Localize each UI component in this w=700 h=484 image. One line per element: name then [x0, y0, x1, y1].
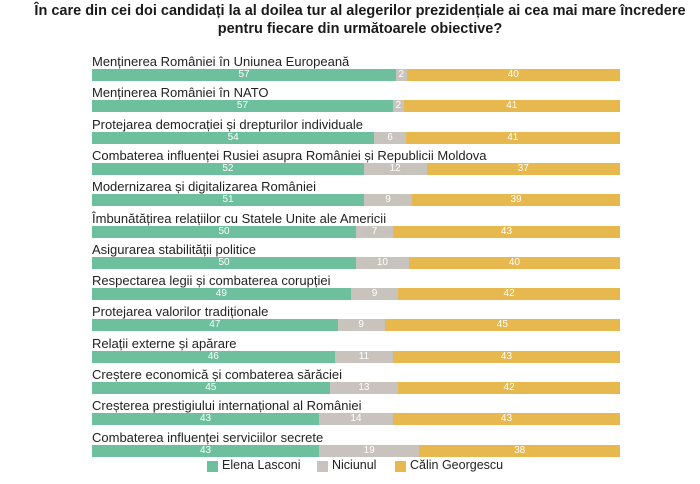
chart-title-line-1: În care din cei doi candidați la al doil…: [34, 3, 686, 19]
bar-segment-lasconi: 49: [92, 288, 351, 301]
bar-segment-georgescu: 43: [392, 225, 620, 238]
bar-segment-lasconi: 50: [92, 225, 356, 238]
bar-segment-georgescu: 43: [392, 350, 620, 363]
category-label: Combaterea influenței serviciilor secret…: [92, 429, 324, 445]
legend-swatch-georgescu: [395, 461, 406, 472]
legend-label-georgescu: Călin Georgescu: [410, 458, 504, 472]
chart-title-line-2: pentru fiecare din următoarele obiective…: [217, 21, 503, 37]
category-label: Creșterea prestigiului internațional al …: [92, 398, 362, 414]
legend-label-lasconi: Elena Lasconi: [222, 458, 301, 472]
bar-segment-lasconi: 57: [92, 100, 393, 113]
bar-segment-georgescu: 40: [406, 69, 620, 81]
category-label: Menținerea României în NATO: [92, 85, 269, 101]
bar-segment-niciunul: 9: [337, 319, 385, 332]
chart-legend: Elena Lasconi Niciunul Călin Georgescu: [0, 458, 700, 478]
bar-segment-lasconi: 50: [92, 256, 356, 269]
bar-segment-georgescu: 40: [408, 256, 620, 269]
bar-segment-georgescu: 41: [403, 100, 620, 113]
category-label: Creștere economică și combaterea sărăcie…: [92, 367, 342, 382]
bar-segment-lasconi: 54: [92, 131, 375, 144]
bar-segment-niciunul: 9: [364, 194, 412, 207]
bar-segment-georgescu: 42: [398, 382, 620, 394]
bar-segment-niciunul: 7: [356, 225, 393, 238]
legend-swatch-lasconi: [207, 461, 218, 472]
category-label: Combaterea influenței Rusiei asupra Româ…: [92, 147, 487, 163]
category-label: Respectarea legii și combaterea corupție…: [92, 273, 331, 289]
category-label: Protejarea democrației și drepturilor in…: [92, 116, 363, 132]
category-label: Relații externe și apărare: [92, 335, 237, 351]
bar-segment-georgescu: 38: [419, 444, 620, 457]
bar-segment-georgescu: 42: [398, 288, 620, 301]
category-label: Asigurarea stabilității politice: [92, 241, 257, 257]
bar-segment-georgescu: 37: [426, 162, 620, 175]
bar-segment-lasconi: 46: [92, 350, 335, 363]
bar-segment-niciunul: 9: [350, 288, 399, 301]
bar-segment-niciunul: 12: [363, 162, 427, 175]
bar-segment-lasconi: 52: [92, 162, 364, 175]
category-label: Îmbunătățirea relațiilor cu Statele Unit…: [92, 210, 387, 226]
category-label: Protejarea valorilor tradiționale: [92, 304, 269, 320]
bar-segment-lasconi: 45: [92, 382, 330, 394]
bar-segment-georgescu: 43: [392, 413, 620, 426]
legend-swatch-niciunul: [317, 461, 328, 472]
bar-segment-niciunul: 2: [392, 100, 404, 113]
bar-segment-niciunul: 11: [334, 350, 393, 363]
category-label: Modernizarea și digitalizarea României: [92, 179, 316, 195]
bar-segment-lasconi: 43: [92, 444, 320, 457]
chart-title: În care din cei doi candidați la al doil…: [0, 2, 700, 38]
legend-label-niciunul: Niciunul: [332, 458, 377, 472]
bar-segment-niciunul: 10: [356, 256, 409, 269]
bar-segment-lasconi: 51: [92, 194, 364, 207]
bar-segment-georgescu: 39: [412, 194, 620, 207]
bar-segment-lasconi: 57: [92, 69, 396, 81]
bar-segment-georgescu: 45: [384, 319, 620, 332]
bar-segment-niciunul: 6: [374, 131, 406, 144]
category-label: Menținerea României în Uniunea Europeană: [92, 54, 350, 69]
bar-segment-lasconi: 43: [92, 413, 320, 426]
bar-segment-niciunul: 19: [319, 444, 420, 457]
bar-segment-lasconi: 47: [92, 319, 338, 332]
bar-segment-georgescu: 41: [405, 131, 620, 144]
bar-segment-niciunul: 13: [329, 382, 399, 394]
bar-segment-niciunul: 14: [319, 413, 393, 426]
bar-segment-niciunul: 2: [396, 69, 407, 81]
